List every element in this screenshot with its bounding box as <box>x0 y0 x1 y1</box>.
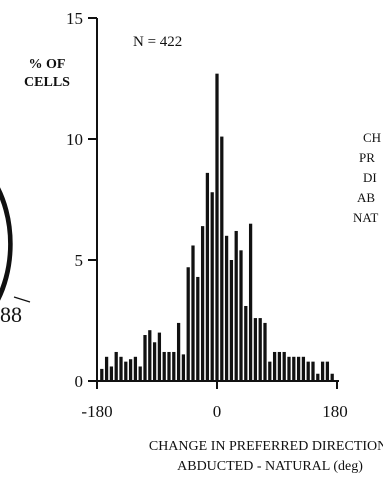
histogram-bar <box>133 356 138 381</box>
histogram-bar <box>162 351 166 381</box>
histogram-bar <box>138 366 142 381</box>
side-text-line-1: CH <box>363 130 382 145</box>
x-tick-label: 0 <box>213 402 222 421</box>
histogram-bar <box>325 361 330 381</box>
histogram-bar <box>229 260 234 381</box>
x-axis-title-line-1: CHANGE IN PREFERRED DIRECTION: <box>148 439 383 454</box>
y-tick-label: 5 <box>75 251 84 270</box>
x-axis-title: CHANGE IN PREFERRED DIRECTION: ABDUCTED … <box>120 437 383 477</box>
histogram-bar <box>167 351 171 381</box>
histogram-bar <box>191 245 195 381</box>
pointer-line <box>13 296 31 303</box>
x-tick-label: -180 <box>81 402 112 421</box>
circle-arc-3 <box>0 191 12 297</box>
side-text-line-4: AB <box>357 190 376 205</box>
histogram-bar <box>239 250 243 381</box>
x-axis-title-line-2: ABDUCTED - NATURAL (deg) <box>177 459 363 474</box>
circle-arc-1 <box>0 187 13 301</box>
circle-arc-2 <box>0 189 12 299</box>
y-tick-label: 15 <box>66 9 83 28</box>
histogram-bar <box>320 361 325 381</box>
histogram-bar <box>104 356 109 381</box>
histogram-bar <box>248 223 253 381</box>
histogram-bar <box>244 305 248 381</box>
histogram-bar <box>272 351 277 381</box>
histogram-bar <box>316 373 320 381</box>
x-tick-label: 180 <box>322 402 348 421</box>
histogram-bar <box>205 172 210 381</box>
histogram-bar <box>234 230 238 381</box>
histogram-bar <box>292 356 296 381</box>
histogram-bar <box>301 356 306 381</box>
histogram-bar <box>196 276 200 381</box>
cropped-side-text: CH PR DI AB NAT <box>353 128 383 228</box>
tick-labels: 0 5 10 15 -180 0 180 <box>66 9 348 421</box>
histogram-bar <box>200 226 205 381</box>
y-tick-label: 10 <box>66 130 83 149</box>
histogram-bar <box>220 136 224 381</box>
histogram-bar <box>143 335 147 381</box>
histogram-bar <box>152 342 157 381</box>
side-text-line-3: DI <box>363 170 377 185</box>
histogram-bars <box>100 73 334 381</box>
histogram-bar <box>215 73 219 381</box>
cropped-circular-plot <box>0 187 31 303</box>
circle-arc-4 <box>0 193 11 295</box>
y-axis-label: % OF CELLS <box>8 56 86 92</box>
y-axis-label-line-2: CELLS <box>24 75 70 90</box>
cropped-side-number: 88 <box>0 302 22 327</box>
histogram-bar <box>124 361 128 381</box>
histogram-bar <box>100 368 104 381</box>
histogram-bar <box>287 356 291 381</box>
histogram-bar <box>176 322 181 381</box>
y-tick-label: 0 <box>75 372 84 391</box>
circle-arc-5 <box>0 195 10 293</box>
histogram-bar <box>181 354 186 381</box>
histogram-bar <box>128 359 133 381</box>
histogram-bar <box>253 318 258 381</box>
histogram-bar <box>114 351 118 381</box>
histogram-bar <box>157 332 162 381</box>
sample-size-annotation: N = 422 <box>133 34 183 50</box>
histogram-bar <box>268 361 272 381</box>
histogram-bar <box>172 351 176 381</box>
histogram-bar <box>258 318 262 381</box>
histogram-bar <box>210 192 214 381</box>
y-axis-label-line-1: % OF <box>28 57 66 72</box>
histogram-bar <box>330 373 334 381</box>
histogram-bar <box>296 356 301 381</box>
histogram-bar <box>263 322 267 381</box>
histogram-bar <box>306 361 310 381</box>
histogram-bar <box>119 356 123 381</box>
histogram-bar <box>224 235 229 381</box>
side-text-line-5: NAT <box>353 210 379 225</box>
histogram-bar <box>277 351 282 381</box>
histogram-bar <box>311 361 315 381</box>
histogram-bar <box>282 351 286 381</box>
histogram-bar <box>148 330 152 381</box>
side-text-line-2: PR <box>359 150 375 165</box>
histogram-bar <box>109 366 114 381</box>
histogram-bar <box>186 267 190 381</box>
